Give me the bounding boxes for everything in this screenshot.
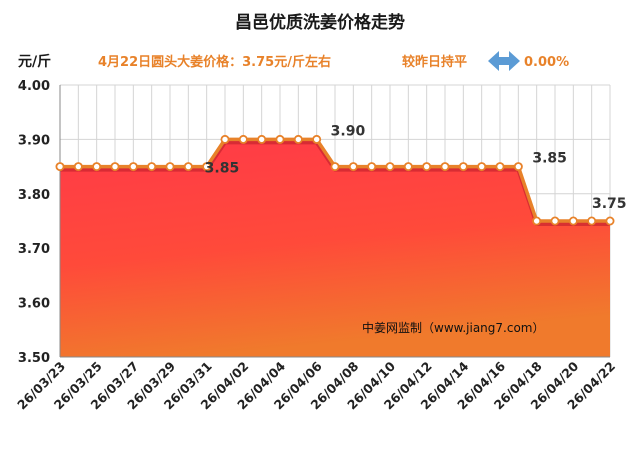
price-subtitle: 4月22日圆头大姜价格：3.75元/斤左右 [98,54,331,70]
data-point [312,134,322,144]
data-point [495,162,505,172]
data-point [458,162,468,172]
data-point [513,162,523,172]
data-label: 3.90 [331,123,366,139]
data-point [477,162,487,172]
data-point [128,162,138,172]
data-point [147,162,157,172]
y-tick-label: 3.50 [18,351,50,366]
y-tick-label: 3.60 [18,297,50,312]
data-label: 3.85 [205,161,240,177]
data-labels: 3.85 3.90 3.85 3.75 [205,123,627,212]
y-tick-label: 4.00 [18,79,50,94]
data-point [367,162,377,172]
data-point [440,162,450,172]
data-point [220,134,230,144]
data-point [330,162,340,172]
data-point [550,216,560,226]
data-point [238,134,248,144]
data-label: 3.75 [592,196,627,212]
axes [59,85,610,358]
data-point [348,162,358,172]
y-tick-label: 3.80 [18,188,50,203]
double-arrow-icon [488,51,520,71]
change-value: 0.00% [524,55,569,70]
data-point [293,134,303,144]
unit-label: 元/斤 [18,53,51,70]
data-point [73,162,83,172]
data-point [422,162,432,172]
y-axis-ticks: 4.00 3.90 3.80 3.70 3.60 3.50 [18,79,50,366]
y-tick-label: 3.90 [18,133,50,148]
data-point [587,216,597,226]
data-point [403,162,413,172]
data-point [275,134,285,144]
data-point [202,162,212,172]
data-point [183,162,193,172]
data-point [55,162,65,172]
y-tick-label: 3.70 [18,242,50,257]
data-point [605,216,615,226]
watermark: 中姜网监制（www.jiang7.com） [362,320,544,335]
data-point [257,134,267,144]
chart-title: 昌邑优质洗姜价格走势 [235,12,405,33]
change-text: 较昨日持平 [402,54,467,70]
data-point [92,162,102,172]
data-point [110,162,120,172]
data-points [55,134,615,226]
area-fill [60,139,610,357]
data-point [165,162,175,172]
data-point [568,216,578,226]
x-axis-ticks: 26/03/2326/03/2526/03/2726/03/2926/03/31… [14,358,618,412]
data-point [385,162,395,172]
data-point [532,216,542,226]
data-label: 3.85 [532,151,567,167]
